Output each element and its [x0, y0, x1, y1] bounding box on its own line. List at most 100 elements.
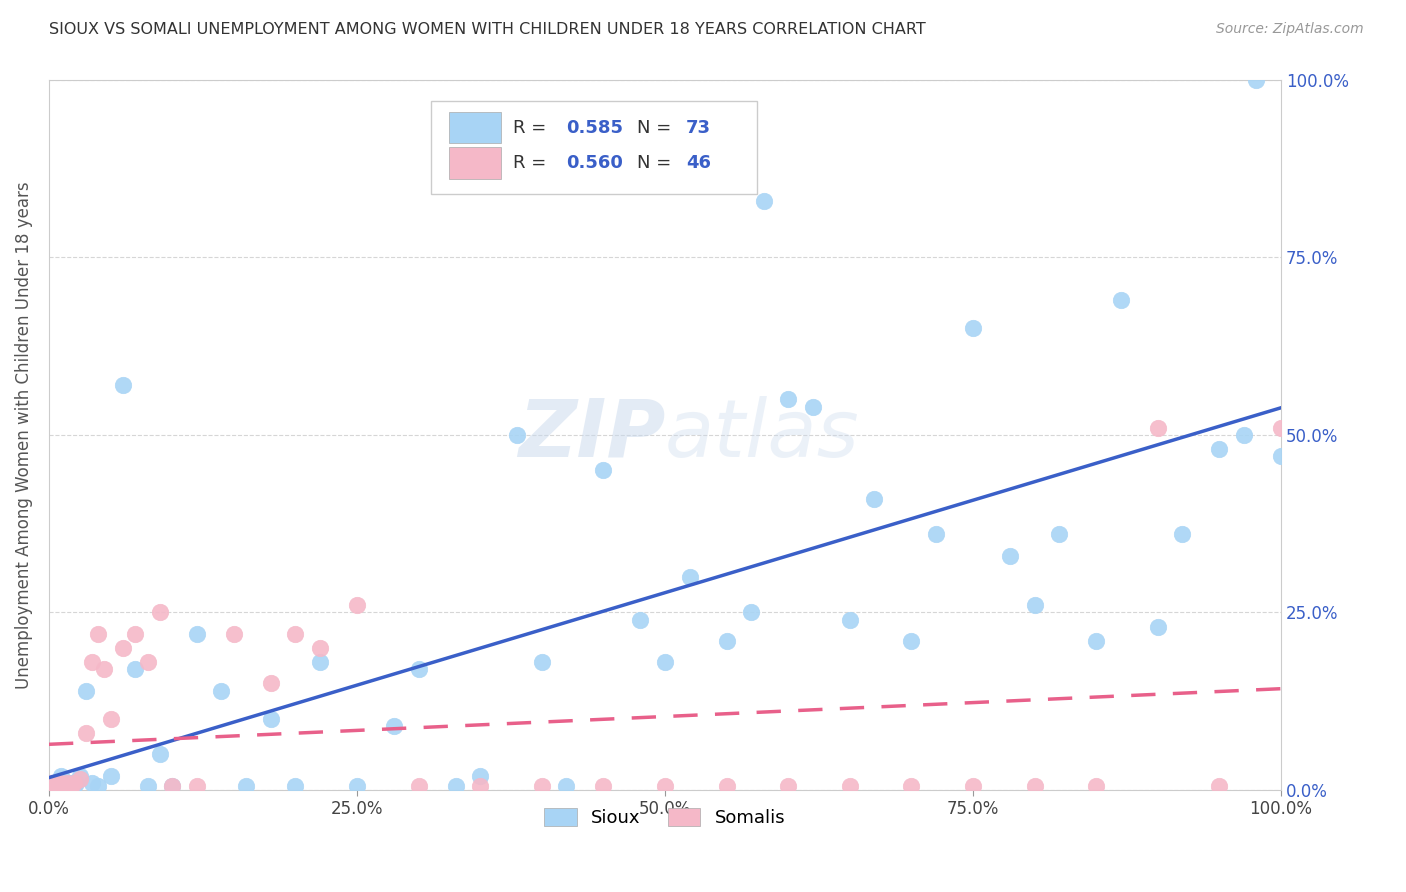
Point — [48, 776, 70, 790]
Point — [111, 378, 134, 392]
Point — [309, 655, 332, 669]
Point — [51, 769, 73, 783]
Point — [211, 683, 233, 698]
Point — [42, 776, 65, 790]
Point — [284, 626, 307, 640]
Point — [65, 776, 87, 790]
Text: ZIP: ZIP — [517, 396, 665, 474]
Point — [186, 626, 208, 640]
Point — [260, 676, 283, 690]
Point — [740, 606, 762, 620]
Point — [1109, 293, 1132, 307]
Point — [900, 780, 922, 794]
Point — [51, 780, 73, 794]
Point — [654, 780, 676, 794]
Point — [80, 776, 103, 790]
Point — [962, 321, 984, 335]
Point — [87, 626, 110, 640]
Point — [58, 776, 80, 790]
Point — [52, 780, 75, 794]
Point — [1208, 442, 1230, 457]
Point — [1233, 428, 1256, 442]
Point — [41, 776, 63, 790]
Point — [41, 780, 63, 794]
Point — [186, 780, 208, 794]
Point — [69, 772, 91, 787]
Text: N =: N = — [637, 154, 676, 172]
Point — [778, 780, 800, 794]
Point — [39, 780, 62, 794]
Point — [260, 712, 283, 726]
Point — [41, 780, 63, 794]
Point — [1246, 73, 1268, 87]
Point — [309, 640, 332, 655]
Point — [136, 655, 159, 669]
Text: R =: R = — [513, 119, 553, 136]
Legend: Sioux, Somalis: Sioux, Somalis — [537, 800, 793, 834]
Point — [716, 633, 738, 648]
Point — [51, 780, 73, 794]
Point — [470, 780, 492, 794]
Point — [801, 400, 824, 414]
Point — [962, 780, 984, 794]
Point — [45, 780, 67, 794]
Point — [44, 776, 66, 790]
Point — [678, 570, 700, 584]
Point — [100, 712, 122, 726]
Point — [1146, 421, 1168, 435]
Point — [346, 780, 368, 794]
Point — [555, 780, 578, 794]
Point — [51, 780, 73, 794]
Point — [42, 776, 65, 790]
Point — [49, 776, 72, 790]
Point — [530, 655, 553, 669]
Point — [149, 747, 172, 762]
Point — [752, 194, 775, 208]
Point — [42, 780, 65, 794]
Point — [628, 613, 651, 627]
Point — [506, 428, 529, 442]
Text: R =: R = — [513, 154, 553, 172]
Point — [654, 655, 676, 669]
Point — [49, 780, 72, 794]
Point — [838, 613, 860, 627]
Point — [75, 726, 97, 740]
Point — [592, 780, 614, 794]
Point — [530, 780, 553, 794]
Point — [863, 491, 886, 506]
Point — [124, 626, 146, 640]
Point — [46, 776, 69, 790]
Point — [44, 780, 66, 794]
Point — [1146, 619, 1168, 633]
Point — [56, 776, 79, 790]
Point — [1171, 527, 1194, 541]
Point — [53, 776, 76, 790]
Point — [93, 662, 115, 676]
Text: 73: 73 — [686, 119, 711, 136]
Point — [60, 776, 83, 790]
Point — [998, 549, 1021, 563]
Point — [1085, 780, 1108, 794]
Point — [1085, 633, 1108, 648]
Point — [80, 655, 103, 669]
Text: 0.585: 0.585 — [567, 119, 623, 136]
Point — [44, 776, 66, 790]
Point — [838, 780, 860, 794]
Point — [925, 527, 948, 541]
Point — [346, 599, 368, 613]
Point — [62, 780, 84, 794]
Point — [69, 769, 91, 783]
Y-axis label: Unemployment Among Women with Children Under 18 years: Unemployment Among Women with Children U… — [15, 181, 32, 689]
Point — [470, 769, 492, 783]
Point — [62, 776, 84, 790]
Point — [124, 662, 146, 676]
Point — [716, 780, 738, 794]
Point — [149, 606, 172, 620]
Point — [52, 780, 75, 794]
Point — [39, 780, 62, 794]
Point — [160, 780, 183, 794]
Point — [1024, 599, 1046, 613]
Point — [87, 780, 110, 794]
Point — [41, 780, 63, 794]
Point — [284, 780, 307, 794]
